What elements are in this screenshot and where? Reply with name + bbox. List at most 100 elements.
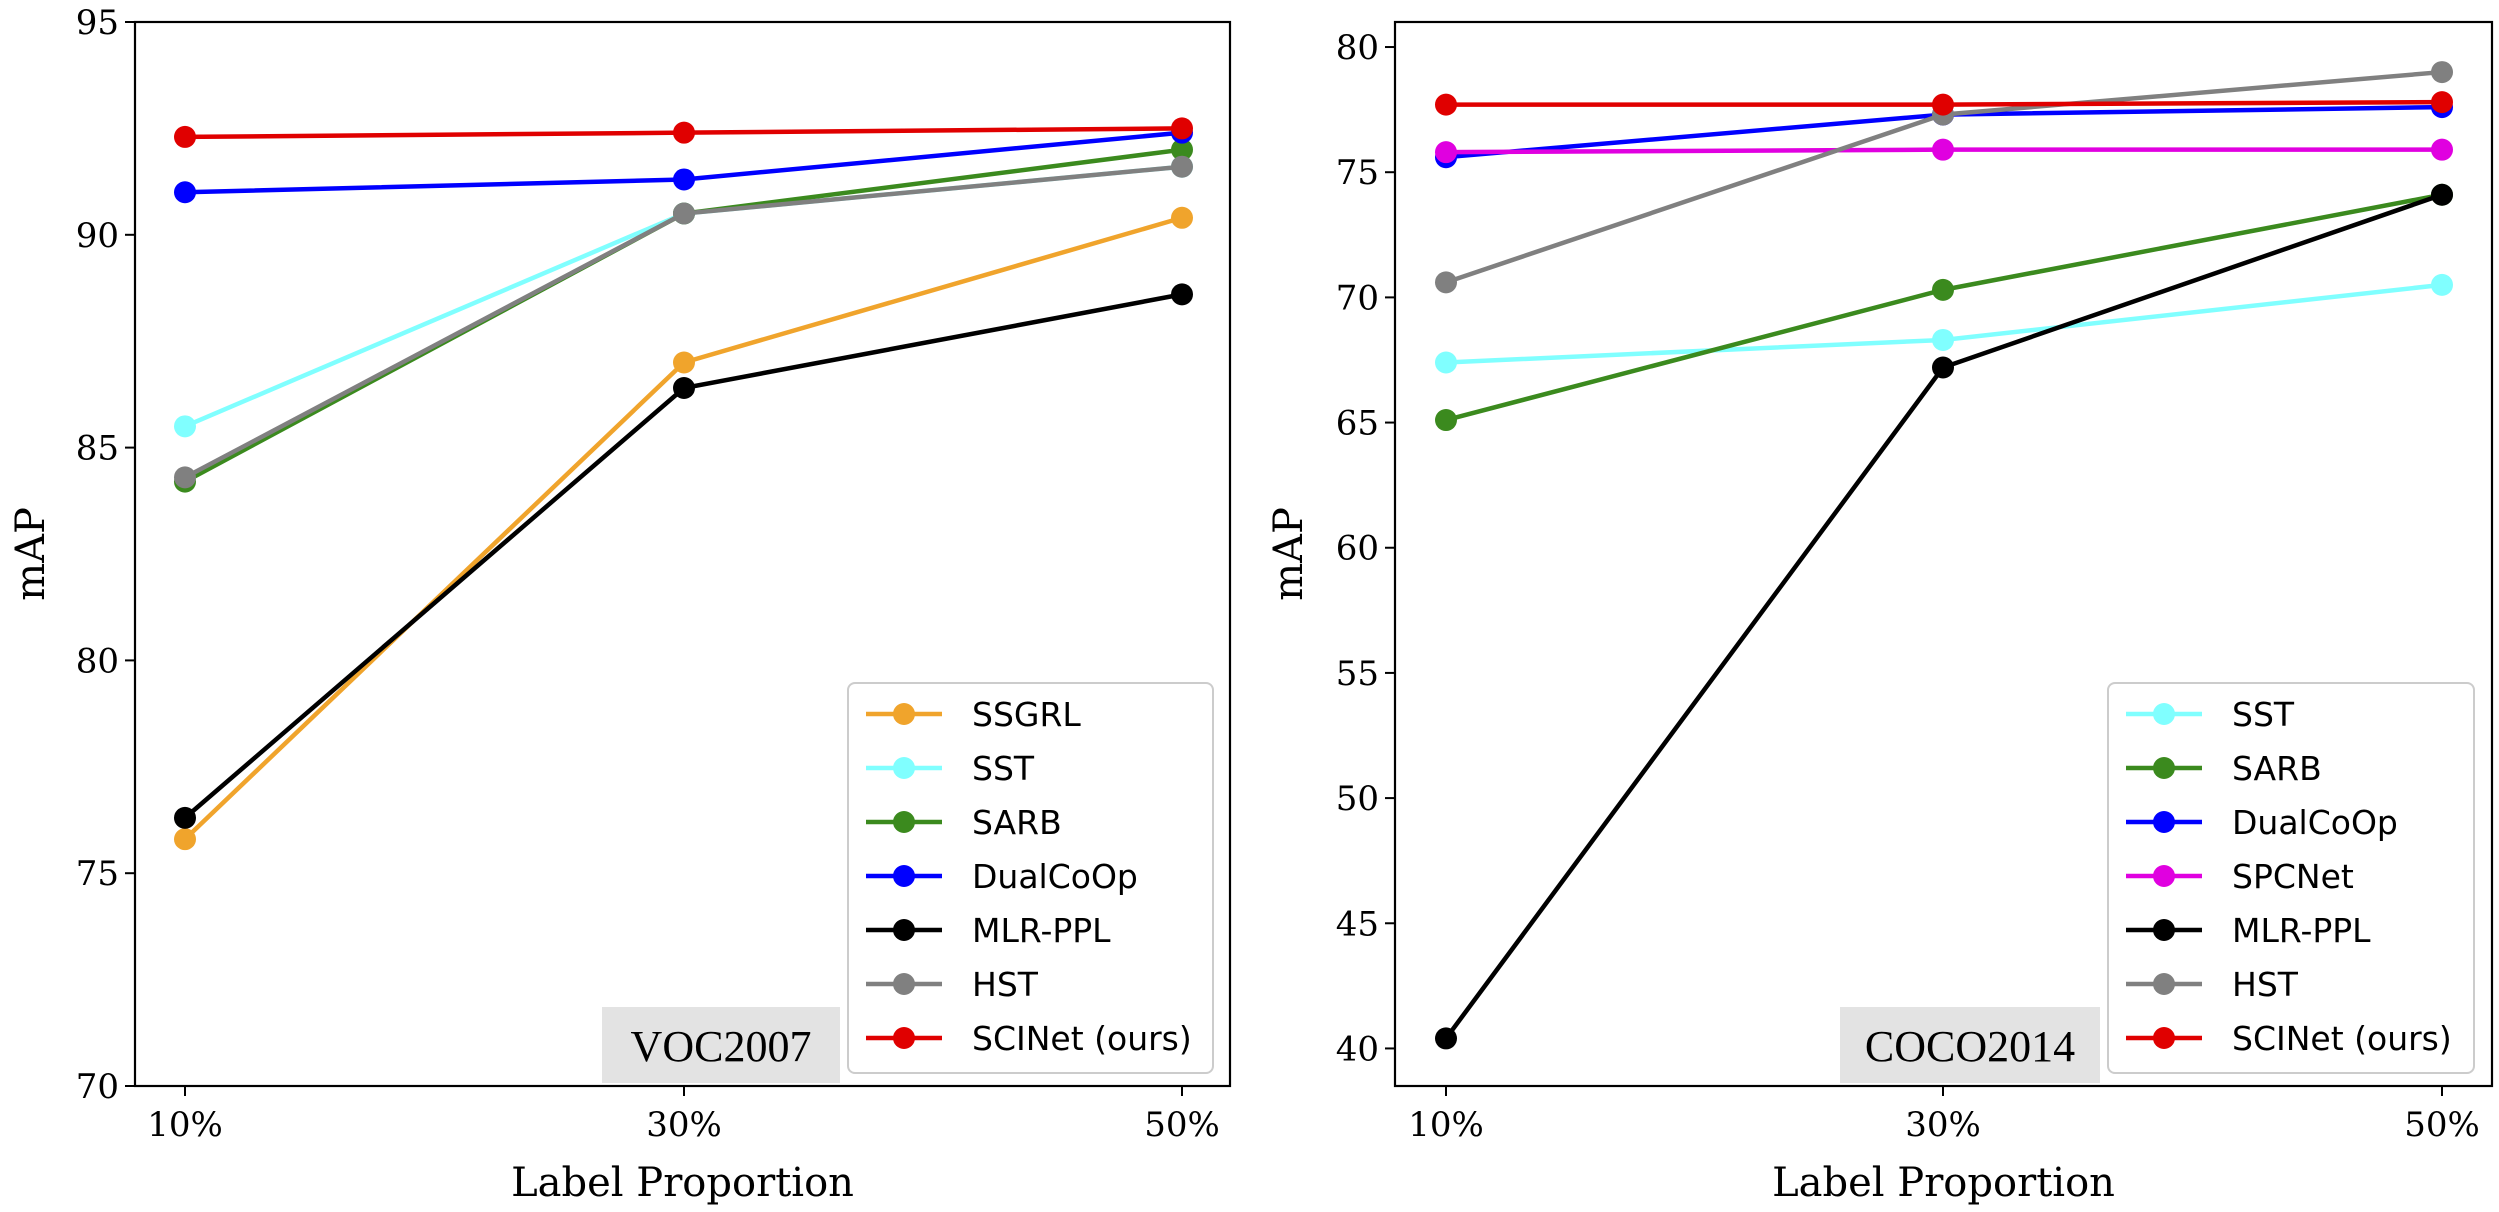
- legend-swatch-marker: [2153, 757, 2175, 779]
- legend-label: SST: [2232, 695, 2295, 734]
- legend-swatch-marker: [2153, 811, 2175, 833]
- data-point: [673, 377, 695, 400]
- chart-coco2014: 40 45 50 55 60 65 70 75 80 10% 30% 50% Label Proport…: [1266, 20, 2494, 1206]
- series-line: [1445, 192, 2443, 423]
- data-point: [1932, 138, 1954, 161]
- series-ssgrl: [174, 206, 1193, 851]
- legend-swatch-marker: [893, 919, 915, 941]
- y-tick-label: 75: [76, 854, 119, 894]
- data-point: [1171, 283, 1193, 306]
- data-point: [673, 351, 695, 374]
- y-tick-label: 60: [1336, 529, 1379, 569]
- data-point: [1171, 138, 1193, 161]
- legend-swatch-marker: [2153, 1027, 2175, 1049]
- data-point: [1435, 141, 1457, 164]
- data-point: [2431, 183, 2453, 206]
- data-point: [1435, 351, 1457, 374]
- legend-item-ssgrl: SSGRL: [866, 695, 1081, 734]
- legend-label: HST: [2232, 965, 2299, 1004]
- legend-label: DualCoOp: [2232, 803, 2398, 842]
- dataset-label-badge: VOC2007: [602, 1007, 840, 1083]
- legend-item-scinet-ours: SCINet (ours): [2126, 1019, 2452, 1058]
- dataset-label-badge: COCO2014: [1840, 1007, 2100, 1083]
- legend-label: SCINet (ours): [972, 1019, 1192, 1058]
- data-point: [2431, 91, 2453, 114]
- legend-label: SPCNet: [2232, 857, 2354, 896]
- x-tick-label: 10%: [1408, 1105, 1484, 1145]
- data-point: [1932, 328, 1954, 351]
- legend-swatch-marker: [893, 757, 915, 779]
- data-point: [1171, 206, 1193, 229]
- legend-label: SSGRL: [972, 695, 1081, 734]
- series-spcnet: [1435, 138, 2453, 164]
- data-point: [1435, 271, 1457, 294]
- legend-item-mlr-ppl: MLR-PPL: [866, 911, 1111, 950]
- series-sst: [1435, 273, 2453, 374]
- legend-item-sst: SST: [2126, 695, 2295, 734]
- legend-swatch-marker: [893, 865, 915, 887]
- legend-swatch-marker: [2153, 865, 2175, 887]
- legend-label: MLR-PPL: [2232, 911, 2371, 950]
- data-point: [1435, 1027, 1457, 1050]
- data-point: [1171, 155, 1193, 178]
- legend-swatch-marker: [893, 973, 915, 995]
- x-tick-label: 30%: [646, 1105, 722, 1145]
- x-tick-label: 10%: [147, 1105, 223, 1145]
- legend-item-hst: HST: [866, 965, 1039, 1004]
- y-tick-label: 70: [76, 1067, 119, 1107]
- y-tick-label: 85: [76, 429, 119, 469]
- chart-voc2007: 70 75 80 85 90 95 10% 30% 50% Label Proportion mAP…: [8, 3, 1232, 1206]
- data-point: [1171, 117, 1193, 140]
- y-tick-label: 80: [76, 641, 119, 681]
- series-line: [183, 147, 1183, 484]
- series-scinet-ours: [1435, 91, 2453, 116]
- y-tick-label: 80: [1336, 28, 1379, 68]
- legend-label: DualCoOp: [972, 857, 1138, 896]
- y-tick-label: 40: [1336, 1029, 1379, 1069]
- badge-background: [602, 1007, 840, 1083]
- legend: SST SARB DualCoOp SPCNet MLR-PPL HST SCINet (o…: [2107, 682, 2475, 1074]
- legend-swatch-marker: [2153, 703, 2175, 725]
- legend-label: SST: [972, 749, 1035, 788]
- data-point: [1435, 93, 1457, 116]
- series-hst: [174, 155, 1193, 489]
- y-tick-label: 75: [1336, 153, 1379, 193]
- dataset-label: COCO2014: [1865, 1022, 2075, 1071]
- data-point: [174, 181, 196, 204]
- y-tick-label: 90: [76, 216, 119, 256]
- legend-item-hst: HST: [2126, 965, 2299, 1004]
- y-tick-label: 50: [1336, 779, 1379, 819]
- badge-background: [1840, 1007, 2100, 1083]
- legend-swatch-marker: [893, 703, 915, 725]
- series-scinet-ours: [174, 117, 1193, 148]
- series-sarb: [174, 138, 1193, 493]
- legend-label: SCINet (ours): [2232, 1019, 2452, 1058]
- legend-swatch-marker: [893, 1027, 915, 1049]
- y-tick-label: 45: [1336, 904, 1379, 944]
- data-point: [2431, 138, 2453, 161]
- series-mlr-ppl: [1435, 183, 2453, 1050]
- y-tick-label: 95: [76, 3, 119, 43]
- y-axis-title: mAP: [1266, 507, 1312, 601]
- data-point: [2431, 273, 2453, 296]
- x-tick-label: 50%: [1144, 1105, 1220, 1145]
- data-point: [673, 121, 695, 144]
- legend-label: MLR-PPL: [972, 911, 1111, 950]
- legend-box: [847, 682, 1214, 1074]
- y-tick-label: 70: [1336, 278, 1379, 318]
- legend-item-dualcoop: DualCoOp: [866, 857, 1138, 896]
- legend-item-spcnet: SPCNet: [2126, 857, 2354, 896]
- x-axis-title: Label Proportion: [511, 1160, 854, 1206]
- data-point: [1932, 278, 1954, 301]
- legend-label: HST: [972, 965, 1039, 1004]
- data-point: [174, 415, 196, 438]
- legend-box: [2107, 682, 2475, 1074]
- legend-swatch-marker: [2153, 919, 2175, 941]
- x-tick-label: 30%: [1905, 1105, 1981, 1145]
- legend-item-scinet-ours: SCINet (ours): [866, 1019, 1192, 1058]
- data-point: [174, 125, 196, 148]
- plot-frame: [133, 20, 1232, 1088]
- x-axis-title: Label Proportion: [1772, 1160, 2115, 1206]
- series-sarb: [1435, 183, 2453, 432]
- legend-label: SARB: [972, 803, 1062, 842]
